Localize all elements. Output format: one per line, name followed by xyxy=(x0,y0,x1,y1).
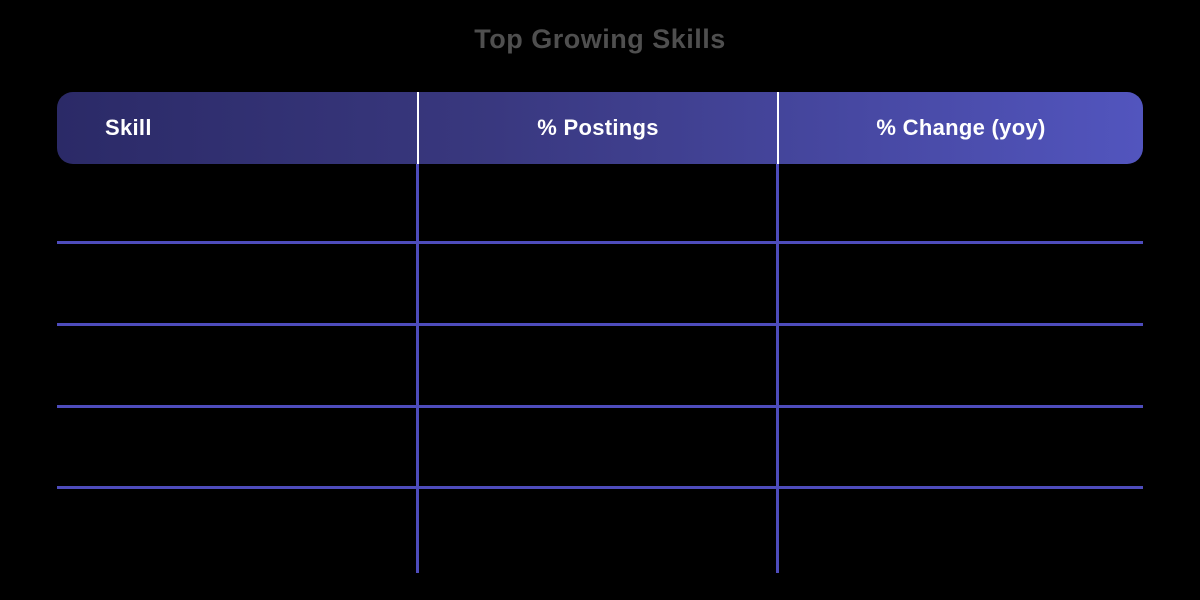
table-cell-skill xyxy=(57,489,419,573)
table-row xyxy=(57,164,1143,244)
table-header-row: Skill % Postings % Change (yoy) xyxy=(57,92,1143,164)
table-cell-change xyxy=(779,244,1143,323)
table-row xyxy=(57,489,1143,573)
column-header-skill: Skill xyxy=(57,92,419,164)
table-row xyxy=(57,244,1143,326)
column-header-postings: % Postings xyxy=(419,92,779,164)
table-body xyxy=(57,164,1143,573)
table-cell-skill xyxy=(57,164,419,241)
chart-title: Top Growing Skills xyxy=(474,24,726,54)
table-cell-postings xyxy=(419,408,779,486)
column-header-change-yoy: % Change (yoy) xyxy=(876,115,1046,140)
table-cell-postings xyxy=(419,244,779,323)
table-cell-postings xyxy=(419,164,779,241)
table-cell-change xyxy=(779,326,1143,405)
table-cell-change xyxy=(779,164,1143,241)
table-cell-change xyxy=(779,489,1143,573)
table-cell-skill xyxy=(57,408,419,486)
table-cell-change xyxy=(779,408,1143,486)
table-cell-postings xyxy=(419,489,779,573)
table-row xyxy=(57,326,1143,408)
table-cell-skill xyxy=(57,244,419,323)
table-cell-skill xyxy=(57,326,419,405)
table-row xyxy=(57,408,1143,489)
table-cell-postings xyxy=(419,326,779,405)
